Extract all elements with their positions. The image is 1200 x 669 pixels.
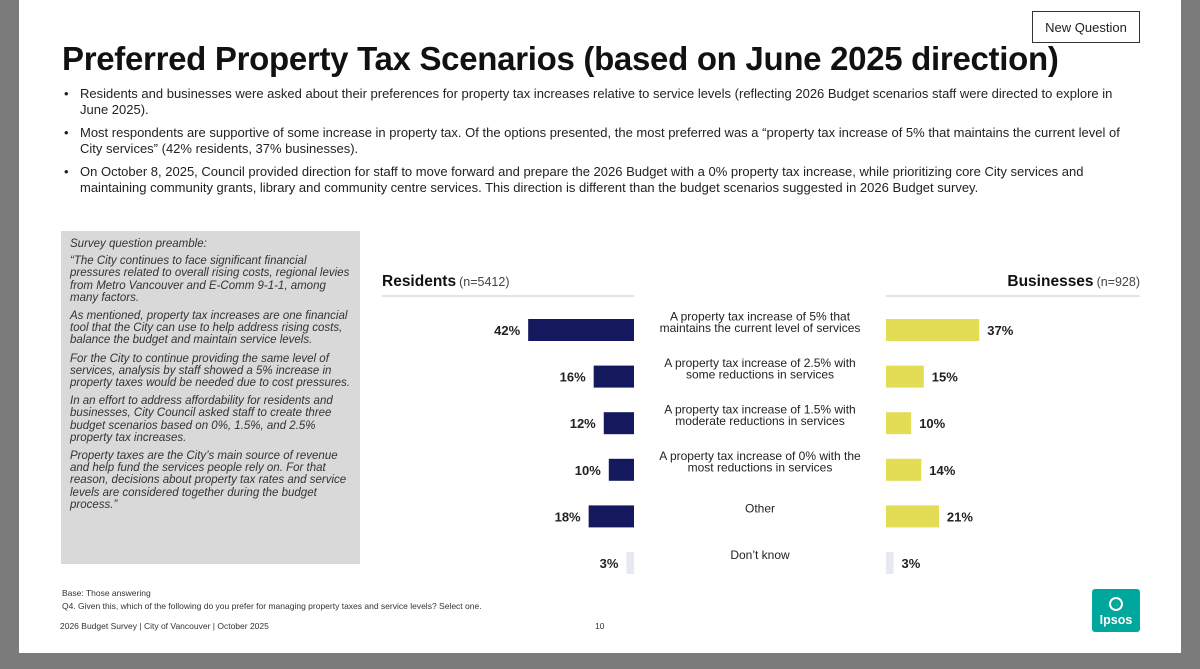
ipsos-logo-text: Ipsos	[1099, 613, 1133, 627]
category-label: A property tax increase of 0% with the mo…	[659, 449, 861, 475]
businesses-header: Businesses (n=928)	[1007, 273, 1140, 290]
preamble-paragraph: For the City to continue providing the s…	[70, 352, 351, 390]
residents-bar	[608, 458, 634, 481]
businesses-bar	[886, 505, 939, 528]
residents-bar	[528, 319, 634, 341]
preamble-box: Survey question preamble: “The City cont…	[61, 231, 360, 564]
businesses-value-label: 3%	[902, 556, 921, 571]
bullet-item: Most respondents are supportive of some …	[63, 125, 1143, 157]
residents-value-label: 3%	[600, 556, 619, 571]
businesses-bar	[886, 412, 912, 435]
businesses-value-label: 14%	[929, 463, 955, 478]
businesses-value-label: 21%	[947, 509, 973, 524]
businesses-bar	[886, 319, 980, 341]
businesses-value-label: 10%	[919, 416, 945, 431]
residents-header: Residents (n=5412)	[382, 273, 509, 290]
category-label: A property tax increase of 5% that mainta…	[660, 309, 861, 335]
ipsos-logo-icon	[1109, 597, 1123, 611]
businesses-value-label: 37%	[987, 323, 1013, 338]
new-question-label: New Question	[1032, 11, 1140, 43]
footer-question: Q4. Given this, which of the following d…	[62, 601, 482, 611]
slide: New Question Preferred Property Tax Scen…	[19, 0, 1181, 653]
ipsos-logo: Ipsos	[1092, 589, 1140, 632]
page-title: Preferred Property Tax Scenarios (based …	[62, 40, 1059, 77]
residents-value-label: 18%	[555, 509, 581, 524]
preamble-paragraph: As mentioned, property tax increases are…	[70, 310, 348, 347]
butterfly-chart: Residents (n=5412) Businesses (n=928) 42% 37%…	[382, 273, 1140, 574]
residents-value-label: 16%	[560, 370, 586, 385]
bullet-item: On October 8, 2025, Council provided dir…	[63, 164, 1143, 196]
residents-value-label: 12%	[570, 416, 596, 431]
businesses-bar	[886, 365, 924, 388]
residents-bar	[588, 505, 634, 528]
businesses-bar	[886, 458, 922, 481]
residents-value-label: 10%	[575, 463, 601, 478]
category-label: A property tax increase of 1.5% with mode…	[664, 402, 855, 428]
footer-base: Base: Those answering	[62, 588, 151, 598]
businesses-bar	[886, 552, 894, 574]
preamble-paragraph: Property taxes are the City’s main sourc…	[70, 450, 347, 511]
category-label: Don’t know	[730, 548, 790, 562]
page-number: 10	[595, 621, 605, 631]
preamble-heading: Survey question preamble:	[70, 238, 207, 250]
residents-value-label: 42%	[494, 323, 520, 338]
preamble-paragraph: In an effort to address affordability fo…	[70, 395, 333, 444]
preamble-paragraph: “The City continues to face significant …	[70, 255, 350, 304]
residents-bar	[593, 365, 634, 388]
residents-bar	[603, 412, 634, 435]
category-label: A property tax increase of 2.5% with some…	[664, 356, 855, 382]
residents-bar	[626, 552, 634, 574]
category-label: Other	[745, 501, 775, 515]
footer-source: 2026 Budget Survey | City of Vancouver |…	[60, 621, 269, 631]
businesses-value-label: 15%	[932, 370, 958, 385]
bullet-item: Residents and businesses were asked abou…	[63, 86, 1143, 118]
bullet-list: Residents and businesses were asked abou…	[63, 86, 1143, 203]
